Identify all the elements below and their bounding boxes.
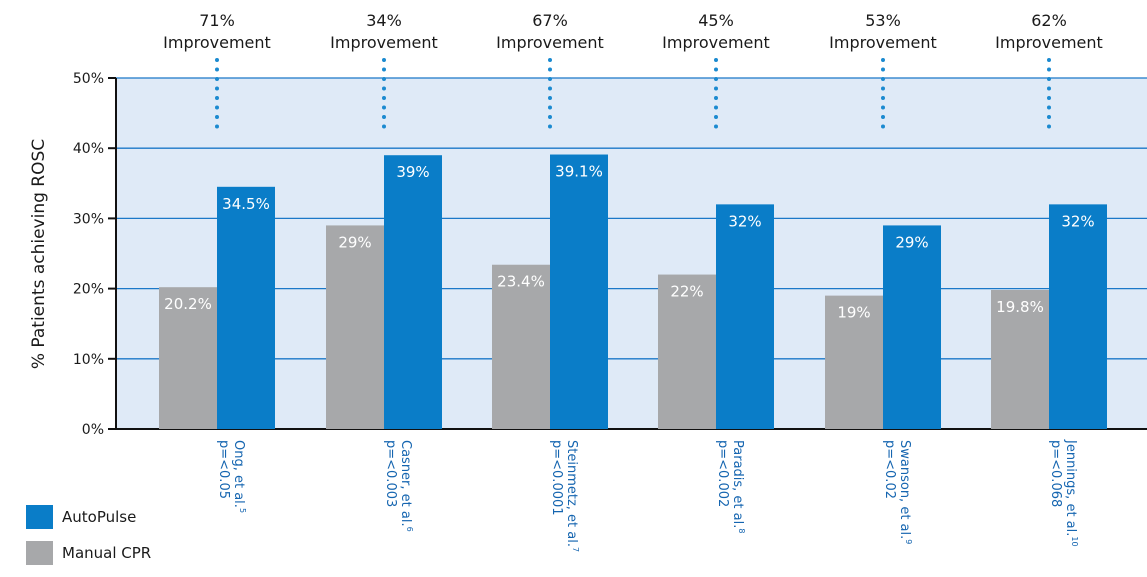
x-label-ref-4: 8	[737, 528, 746, 533]
bar-manual-cpr-2	[326, 225, 384, 429]
x-label-ref-3: 7	[571, 547, 580, 552]
bar-manual-cpr-3	[492, 264, 550, 429]
y-tick-label-0: 0%	[82, 422, 104, 438]
improvement-word-3: Improvement	[496, 33, 604, 52]
x-label-pvalue-2: p=<0.003	[383, 440, 398, 507]
bar-label-manual-cpr-2: 29%	[338, 233, 371, 251]
y-axis-title: % Patients achieving ROSC	[29, 139, 49, 369]
bar-autopulse-3	[550, 154, 608, 429]
improvement-pct-1: 71%	[199, 11, 235, 30]
bar-label-manual-cpr-1: 20.2%	[164, 295, 212, 313]
x-label-study-name-2: Casner, et al.	[398, 440, 413, 527]
bar-manual-cpr-5	[825, 295, 883, 429]
improvement-word-1: Improvement	[163, 33, 271, 52]
x-label-pvalue-6: p=<0.068	[1048, 440, 1063, 507]
legend-label-manual-cpr: Manual CPR	[62, 544, 152, 562]
bar-label-autopulse-1: 34.5%	[222, 195, 270, 213]
legend-item-autopulse: AutoPulse	[26, 505, 151, 529]
x-label-ref-6: 10	[1070, 536, 1079, 546]
bar-label-manual-cpr-3: 23.4%	[497, 273, 545, 291]
bar-autopulse-4	[716, 204, 774, 429]
x-label-study-6: Jennings, et al.10 p=<0.068	[1048, 439, 1079, 547]
x-label-study-1: Ong, et al.5 p=<0.05	[216, 440, 247, 513]
x-label-pvalue-3: p=<0.0001	[549, 440, 564, 516]
bar-autopulse-6	[1049, 204, 1107, 429]
x-label-study-2: Casner, et al.6 p=<0.003	[383, 440, 414, 532]
x-label-pvalue-4: p=<0.002	[715, 440, 730, 507]
bar-label-autopulse-2: 39%	[396, 163, 429, 181]
x-label-study-name-3: Steinmetz, et al.	[564, 440, 579, 547]
improvement-pct-4: 45%	[698, 11, 734, 30]
x-label-pvalue-1: p=<0.05	[216, 440, 231, 499]
x-label-study-name-5: Swanson, et al.	[897, 440, 912, 539]
chart-legend: AutoPulse Manual CPR	[26, 505, 151, 577]
bar-label-autopulse-6: 32%	[1061, 212, 1094, 230]
bar-label-autopulse-3: 39.1%	[555, 163, 603, 181]
improvement-word-4: Improvement	[662, 33, 770, 52]
y-tick-label-20: 20%	[73, 282, 104, 298]
improvement-pct-3: 67%	[532, 11, 568, 30]
x-label-study-4: Paradis, et al.8 p=<0.002	[715, 440, 746, 533]
y-tick-label-40: 40%	[73, 141, 104, 157]
bar-manual-cpr-6	[991, 290, 1049, 429]
bar-manual-cpr-4	[658, 274, 716, 429]
x-label-ref-5: 9	[904, 539, 913, 544]
x-label-study-name-4: Paradis, et al.	[730, 440, 745, 528]
bar-autopulse-2	[384, 155, 442, 429]
legend-swatch-manual-cpr	[26, 541, 53, 565]
bar-manual-cpr-1	[159, 287, 217, 429]
improvement-word-6: Improvement	[995, 33, 1103, 52]
y-tick-label-10: 10%	[73, 352, 104, 368]
bar-autopulse-5	[883, 225, 941, 429]
x-label-study-name-6: Jennings, et al.	[1063, 439, 1078, 536]
x-label-ref-1: 5	[238, 508, 247, 513]
bar-label-manual-cpr-6: 19.8%	[996, 298, 1044, 316]
improvement-word-2: Improvement	[330, 33, 438, 52]
x-label-ref-2: 6	[405, 527, 414, 532]
y-tick-label-30: 30%	[73, 211, 104, 227]
improvement-word-5: Improvement	[829, 33, 937, 52]
legend-label-autopulse: AutoPulse	[62, 508, 137, 526]
bar-label-manual-cpr-4: 22%	[670, 283, 703, 301]
bar-label-manual-cpr-5: 19%	[837, 304, 870, 322]
plot-background	[116, 78, 1147, 429]
y-tick-label-50: 50%	[73, 71, 104, 87]
improvement-pct-2: 34%	[366, 11, 402, 30]
bar-label-autopulse-4: 32%	[728, 212, 761, 230]
improvement-pct-5: 53%	[865, 11, 901, 30]
improvement-pct-6: 62%	[1031, 11, 1067, 30]
bar-autopulse-1	[217, 186, 275, 429]
legend-swatch-autopulse	[26, 505, 53, 529]
legend-item-manual-cpr: Manual CPR	[26, 541, 151, 565]
x-label-study-3: Steinmetz, et al.7 p=<0.0001	[549, 440, 580, 552]
x-label-study-5: Swanson, et al.9 p=<0.02	[882, 440, 913, 544]
x-label-study-name-1: Ong, et al.	[231, 440, 246, 508]
x-label-pvalue-5: p=<0.02	[882, 440, 897, 499]
bar-label-autopulse-5: 29%	[895, 233, 928, 251]
